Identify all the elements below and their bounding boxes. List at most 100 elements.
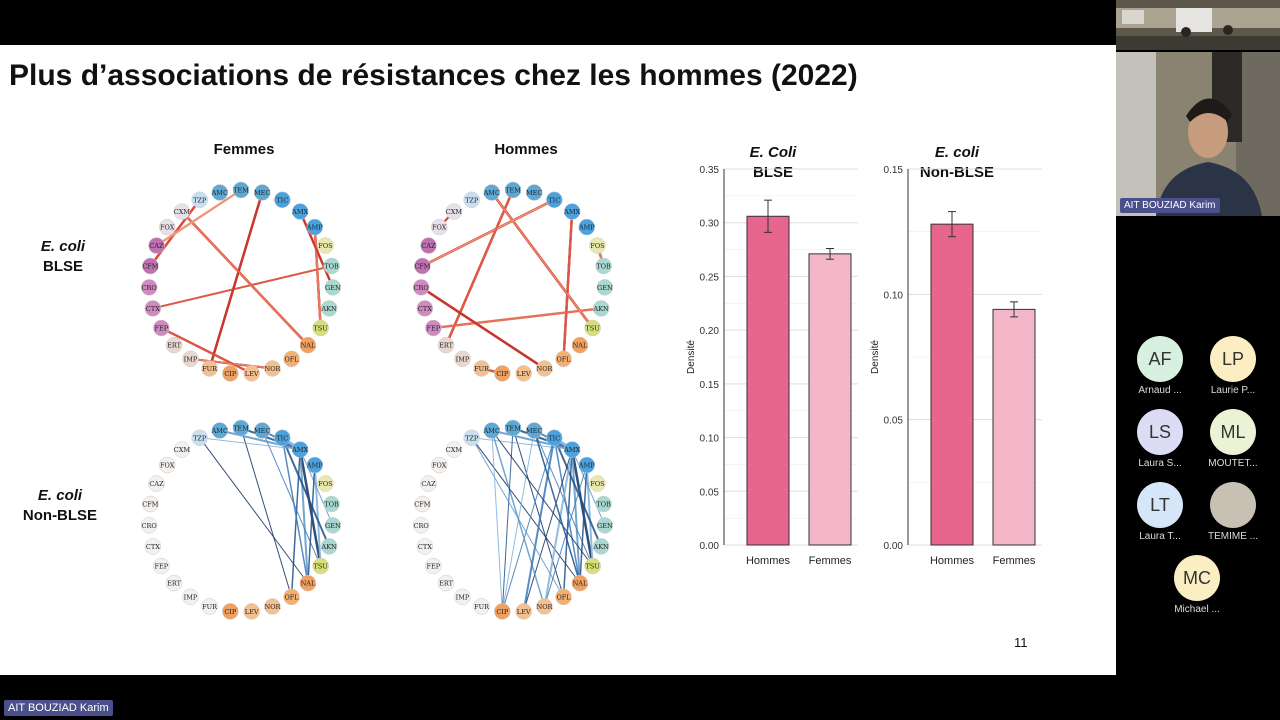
bar <box>746 215 790 546</box>
network-node: NOR <box>264 360 282 377</box>
network-node-label: LEV <box>517 370 531 378</box>
row-label-non-blse-type: Non-BLSE <box>22 507 98 524</box>
network-node-label: AKN <box>321 543 338 551</box>
y-axis-label: Densité <box>686 340 697 374</box>
network-node: FEP <box>425 557 442 575</box>
network-node: LEV <box>515 365 532 382</box>
network-node: NAL <box>299 336 317 354</box>
y-tick-label: 0.10 <box>700 434 720 445</box>
network-node: LEV <box>515 603 532 620</box>
network-node-label: CXM <box>174 446 191 454</box>
network-node: CIP <box>494 365 511 382</box>
participant-tile[interactable]: MC Michael ... <box>1162 555 1232 615</box>
network-node: NOR <box>536 598 554 615</box>
network-node-label: MEC <box>526 189 542 197</box>
network-node: OFL <box>283 350 300 368</box>
network-node-label: OFL <box>556 355 571 363</box>
network-edges <box>149 188 334 375</box>
network-node-label: CRO <box>414 522 429 530</box>
network-node: CFM <box>414 495 431 513</box>
network-node: LEV <box>243 603 260 620</box>
participant-tile[interactable]: LS Laura S... <box>1125 409 1195 469</box>
network-node-label: TEM <box>233 187 249 195</box>
participant-tile[interactable]: ML MOUTET... <box>1198 409 1268 469</box>
network-node: IMP <box>182 350 199 368</box>
participant-name: MOUTET... <box>1208 458 1258 469</box>
network-edge <box>299 211 334 288</box>
network-node-label: IMP <box>184 355 198 363</box>
network-node-label: TOB <box>324 263 339 271</box>
network-node: TZP <box>191 191 208 209</box>
network-edge <box>491 192 594 329</box>
network-node-label: AMP <box>306 224 323 232</box>
network-node-label: AMP <box>578 462 595 470</box>
network-node-label: CFM <box>142 501 158 509</box>
network-node-label: AMC <box>211 427 228 435</box>
network-node: GEN <box>324 279 342 296</box>
network-node: AMP <box>578 218 595 236</box>
network-node: FOS <box>317 237 334 254</box>
network-edge <box>281 437 309 584</box>
network-node: CRO <box>412 517 430 534</box>
participant-tile[interactable]: TEMIME ... <box>1198 482 1268 542</box>
network-edge <box>433 307 602 330</box>
network-node: CIP <box>494 603 511 620</box>
network-node: TOB <box>323 257 340 275</box>
network-node-label: CAZ <box>149 242 164 250</box>
network-node-label: NAL <box>573 580 588 588</box>
row-label-blse-species: E. coli <box>40 238 86 255</box>
network-node-label: CFM <box>414 501 430 509</box>
participant-tile[interactable]: LT Laura T... <box>1125 482 1195 542</box>
network-node-label: FUR <box>474 365 490 373</box>
network-edge <box>155 188 242 247</box>
network-node-label: CIP <box>496 370 509 378</box>
network-node-label: TZP <box>465 434 479 442</box>
network-node: AMC <box>211 422 229 439</box>
network-edge <box>161 327 252 374</box>
room-camera-video[interactable] <box>1116 0 1280 50</box>
network-edge <box>471 437 581 584</box>
network-node: CRO <box>140 279 158 296</box>
network-node: CXM <box>173 203 190 220</box>
network-edge <box>585 465 594 567</box>
network-node-label: NOR <box>265 603 282 611</box>
network-edge <box>420 286 546 370</box>
network-node: FEP <box>425 319 442 337</box>
network-node: AMX <box>563 203 580 220</box>
network-node-label: MEC <box>254 189 270 197</box>
network-node-label: TEM <box>505 425 521 433</box>
network-node: GEN <box>596 279 614 296</box>
participant-tile[interactable]: LP Laurie P... <box>1198 336 1268 396</box>
network-node-label: TIC <box>548 196 560 204</box>
network-node-label: FOS <box>590 242 604 250</box>
x-tick-label: Femmes <box>993 555 1036 567</box>
network-edge <box>543 449 574 607</box>
network-edge <box>512 427 573 451</box>
network-node-label: CTX <box>146 305 160 313</box>
network-node: NOR <box>536 360 554 377</box>
participant-tile[interactable]: AF Arnaud ... <box>1125 336 1195 396</box>
network-node-label: FUR <box>202 365 218 373</box>
network-edge <box>298 449 322 567</box>
network-edge <box>313 227 322 329</box>
network-node: CRO <box>412 279 430 296</box>
participant-name: Laura S... <box>1138 458 1182 469</box>
network-node: TEM <box>232 419 250 437</box>
network-node: TIC <box>546 191 563 209</box>
network-node-label: CTX <box>418 543 432 551</box>
bar-chart-ecoli-blse: E. Coli BLSE 0.00 0.05 0.10 0.15 0.20 0.25 0.30 0… <box>686 144 858 567</box>
bar <box>992 308 1036 546</box>
presenter-video[interactable]: AIT BOUZIAD Karim <box>1116 52 1280 216</box>
participant-name: TEMIME ... <box>1208 531 1258 542</box>
page-number: 11 <box>1014 635 1028 650</box>
network-node-label: AMX <box>291 208 308 216</box>
network-node: TEM <box>232 181 250 199</box>
network-node-label: FUR <box>474 603 490 611</box>
network-node-label: CXM <box>446 208 463 216</box>
network-node-label: AKN <box>593 543 610 551</box>
network-node: NAL <box>571 336 589 354</box>
